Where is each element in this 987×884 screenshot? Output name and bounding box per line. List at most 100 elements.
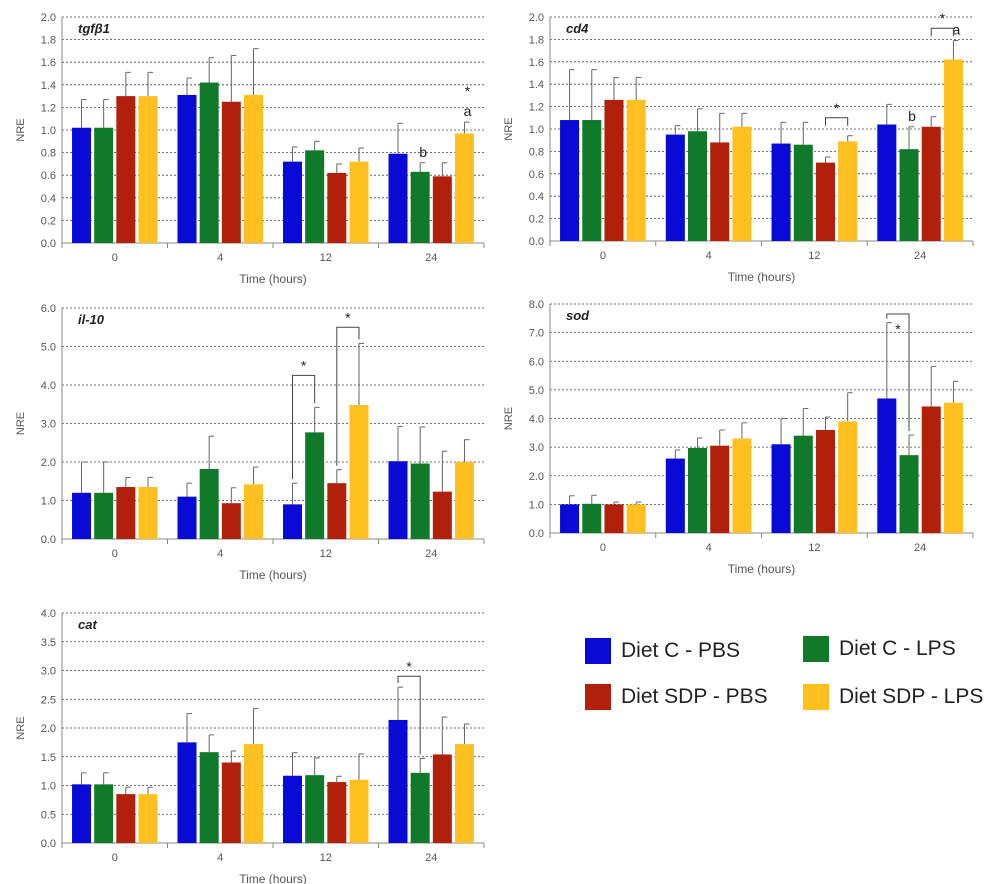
sod-ytick-label: 4.0 xyxy=(529,414,544,426)
tgfb1-bar xyxy=(454,133,474,243)
il10-ylabel: NRE xyxy=(15,412,27,435)
legend-swatch-diet-c-lps xyxy=(803,636,829,662)
sod-bar xyxy=(877,398,897,533)
cd4-ytick-label: 2.0 xyxy=(529,12,544,24)
cd4-ylabel: NRE xyxy=(503,117,515,140)
legend: Diet C - PBS Diet C - LPS Diet SDP - PBS… xyxy=(585,632,985,712)
il10-significance-label: * xyxy=(345,309,351,325)
legend-swatch-diet-sdp-lps xyxy=(803,684,829,710)
cd4-bar xyxy=(604,99,624,241)
il10-bar xyxy=(72,492,92,539)
il10-bar xyxy=(221,503,241,539)
tgfb1-panel-title: tgfβ1 xyxy=(78,21,110,36)
cat-ytick-label: 2.5 xyxy=(41,694,56,706)
legend-item-diet-c-lps: Diet C - LPS xyxy=(803,636,956,662)
cd4-significance-label: * xyxy=(834,100,840,116)
tgfb1-ytick-label: 0.6 xyxy=(41,170,56,182)
tgfb1-annotation: b xyxy=(419,144,427,160)
il10-bar xyxy=(432,491,452,539)
cd4-bar xyxy=(793,144,813,241)
cd4-significance-label: * xyxy=(940,10,946,26)
cat-ytick-label: 0.5 xyxy=(41,809,56,821)
cat-ytick-label: 2.0 xyxy=(41,723,56,735)
il10-bar xyxy=(243,484,263,539)
cat-bar xyxy=(94,784,114,843)
tgfb1-ytick-label: 1.6 xyxy=(41,57,56,69)
cat-bar xyxy=(116,794,136,843)
cd4-ytick-label: 1.0 xyxy=(529,124,544,136)
sod-bar xyxy=(626,504,646,533)
cat-xtick-label: 24 xyxy=(425,852,437,864)
cd4-ytick-label: 0.0 xyxy=(529,236,544,248)
cd4-bar xyxy=(560,120,580,241)
cd4-xtick-label: 4 xyxy=(706,250,712,262)
sod-ytick-label: 3.0 xyxy=(529,442,544,454)
tgfb1-ytick-label: 0.2 xyxy=(41,215,56,227)
cat-bar xyxy=(199,752,219,843)
cat-ytick-label: 0.0 xyxy=(41,838,56,850)
cd4-significance-bracket xyxy=(824,117,849,126)
legend-label-diet-c-lps: Diet C - LPS xyxy=(839,637,956,660)
legend-label-diet-c-pbs: Diet C - PBS xyxy=(621,639,741,662)
cd4-bar xyxy=(688,131,708,241)
cat-bar xyxy=(221,762,241,843)
sod-bar xyxy=(943,402,963,533)
cd4-bar xyxy=(732,126,752,241)
sod-ytick-label: 6.0 xyxy=(529,356,544,368)
sod-xtick-label: 12 xyxy=(808,542,820,554)
legend-label-diet-sdp-lps: Diet SDP - LPS xyxy=(839,685,984,708)
cd4-ytick-label: 0.6 xyxy=(529,169,544,181)
tgfb1-ylabel: NRE xyxy=(15,118,27,141)
il10-significance-label: * xyxy=(301,357,307,373)
tgfb1-xtick-label: 0 xyxy=(112,252,118,264)
tgfb1-xtick-label: 4 xyxy=(217,252,223,264)
cat-ylabel: NRE xyxy=(15,716,27,739)
cd4-xlabel: Time (hours) xyxy=(728,270,796,284)
legend-item-diet-c-pbs: Diet C - PBS xyxy=(585,638,740,664)
cd4-annotation: b xyxy=(908,108,916,124)
tgfb1-ytick-label: 1.8 xyxy=(41,35,56,47)
cd4-bar xyxy=(877,124,897,241)
sod-bar xyxy=(665,458,685,533)
sod-bar xyxy=(560,504,580,533)
il10-bar xyxy=(388,461,408,539)
cd4-xtick-label: 24 xyxy=(914,250,926,262)
il10-xtick-label: 24 xyxy=(425,548,437,560)
cd4-annotation: a xyxy=(953,22,961,38)
tgfb1-annotation: * xyxy=(465,83,471,99)
il10-xtick-label: 4 xyxy=(217,548,223,560)
cd4-bar xyxy=(710,142,730,241)
cd4-bar xyxy=(771,143,791,241)
tgfb1-ytick-label: 2.0 xyxy=(41,12,56,24)
cd4-ytick-label: 1.6 xyxy=(529,57,544,69)
cat-bar xyxy=(410,772,430,843)
il10-xtick-label: 0 xyxy=(112,548,118,560)
cd4-xtick-label: 12 xyxy=(808,250,820,262)
cat-xlabel: Time (hours) xyxy=(239,872,307,884)
sod-bar xyxy=(604,504,624,533)
il10-bar xyxy=(327,483,347,539)
il10-ytick-label: 1.0 xyxy=(41,496,56,508)
sod-bar xyxy=(921,406,941,533)
sod-ytick-label: 8.0 xyxy=(529,299,544,311)
cd4-ytick-label: 0.2 xyxy=(529,214,544,226)
il10-bar xyxy=(454,462,474,539)
sod-panel-title: sod xyxy=(566,308,590,323)
il10-ytick-label: 2.0 xyxy=(41,457,56,469)
cd4-bar xyxy=(815,162,835,241)
cat-bar xyxy=(388,719,408,843)
il10-ytick-label: 4.0 xyxy=(41,380,56,392)
cat-ytick-label: 3.0 xyxy=(41,666,56,678)
cat-ytick-label: 3.5 xyxy=(41,637,56,649)
tgfb1-bar xyxy=(94,127,114,243)
cd4-ytick-label: 1.4 xyxy=(529,79,544,91)
il10-xtick-label: 12 xyxy=(320,548,332,560)
cat-bar xyxy=(283,775,303,843)
cat-panel-title: cat xyxy=(78,617,97,632)
sod-ytick-label: 2.0 xyxy=(529,471,544,483)
tgfb1-bar xyxy=(116,96,136,243)
cat-bar xyxy=(138,794,158,843)
sod-bar xyxy=(793,435,813,533)
tgfb1-ytick-label: 1.2 xyxy=(41,102,56,114)
legend-item-diet-sdp-lps: Diet SDP - LPS xyxy=(803,684,983,710)
